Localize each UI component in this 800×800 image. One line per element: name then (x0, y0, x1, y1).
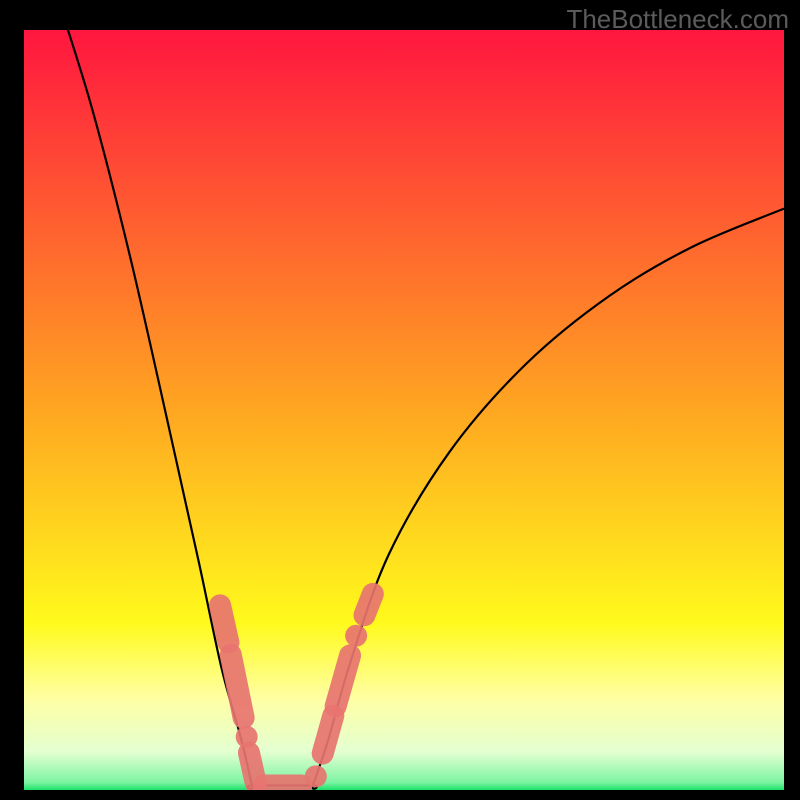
marker-dot (305, 765, 327, 787)
figure-root: TheBottleneck.com (0, 0, 800, 800)
chart-svg (0, 0, 800, 800)
marker-capsule (231, 655, 244, 718)
bottleneck-curve (58, 0, 784, 789)
marker-capsule (323, 716, 334, 754)
marker-dot (345, 625, 367, 647)
marker-capsule (220, 605, 228, 642)
marker-capsule (364, 594, 372, 615)
marker-capsule (249, 753, 256, 783)
watermark-text: TheBottleneck.com (566, 4, 789, 35)
marker-capsule (336, 655, 350, 706)
marker-group (220, 594, 373, 787)
